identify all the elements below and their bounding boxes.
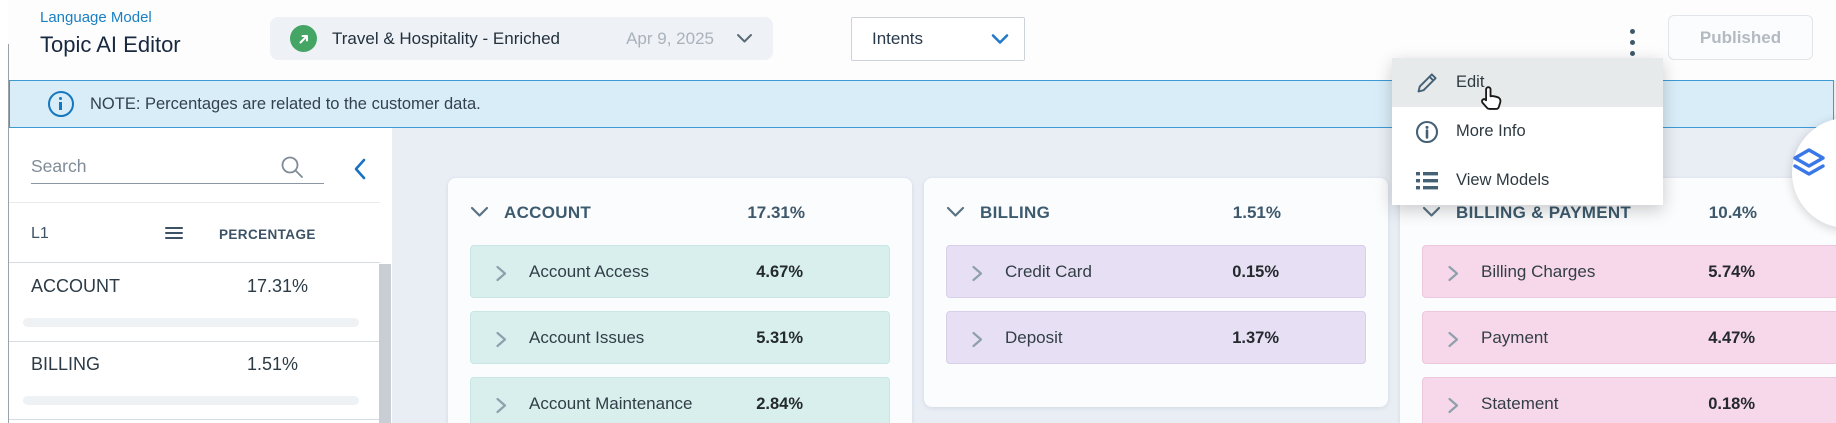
topic-percentage: 17.31% [247, 276, 309, 296]
page-title: Topic AI Editor [40, 32, 181, 57]
chevron-right-icon[interactable] [971, 265, 983, 287]
chevron-down-icon[interactable] [470, 205, 489, 223]
subtopic-percentage: 4.67% [756, 263, 803, 281]
model-selector[interactable]: Travel & Hospitality - Enriched Apr 9, 2… [270, 17, 773, 60]
subtopic-list: Account Access 4.67% Account Issues 5.31% Ac… [470, 245, 890, 423]
more-options-kebab-icon[interactable] [1618, 19, 1646, 65]
subtopic-label: Credit Card [1005, 262, 1092, 281]
column-header-percentage[interactable]: PERCENTAGE [219, 227, 316, 242]
sidebar-topic-row[interactable]: BILLING 1.51% [9, 342, 380, 420]
topic-card-title: BILLING [980, 203, 1051, 222]
kebab-context-menu: Edit More Info View Models [1392, 58, 1663, 205]
subtopic-percentage: 5.74% [1708, 263, 1755, 281]
chevron-right-icon[interactable] [495, 397, 507, 419]
sidebar-scrollbar[interactable] [379, 264, 391, 423]
subtopic-row[interactable]: Statement 0.18% [1422, 377, 1836, 423]
subtopic-label: Account Maintenance [529, 394, 693, 413]
subtopic-percentage: 2.84% [756, 395, 803, 413]
topic-card-title: ACCOUNT [504, 203, 592, 222]
chevron-right-icon[interactable] [495, 265, 507, 287]
subtopic-percentage: 0.15% [1232, 263, 1279, 281]
chevron-down-icon [736, 33, 753, 44]
subtopic-row[interactable]: Payment 4.47% [1422, 311, 1836, 364]
chevron-down-icon [991, 33, 1009, 45]
chevron-right-icon[interactable] [1447, 331, 1459, 353]
subtopic-row[interactable]: Account Maintenance 2.84% [470, 377, 890, 423]
topic-label: BILLING [31, 354, 101, 374]
topic-card-percentage: 17.31% [747, 203, 805, 222]
chevron-down-icon[interactable] [946, 205, 965, 223]
sidebar-table-header: L1 PERCENTAGE [9, 202, 380, 263]
topic-card-title: BILLING & PAYMENT [1456, 203, 1632, 222]
subtopic-label: Billing Charges [1481, 262, 1596, 281]
topic-card: ACCOUNT 17.31% Account Access 4.67% Account … [448, 178, 912, 423]
menu-item-label: View Models [1456, 171, 1550, 189]
progress-bar [23, 396, 359, 405]
intents-dropdown[interactable]: Intents [851, 17, 1025, 61]
subtopic-percentage: 5.31% [756, 329, 803, 347]
chevron-right-icon[interactable] [971, 331, 983, 353]
subtopic-row[interactable]: Account Access 4.67% [470, 245, 890, 298]
topic-card-header[interactable]: BILLING 1.51% [924, 178, 1388, 245]
search-icon[interactable] [279, 154, 305, 185]
model-name: Travel & Hospitality - Enriched [332, 28, 561, 48]
progress-bar [23, 318, 359, 327]
info-icon [48, 91, 74, 117]
subtopic-label: Statement [1481, 394, 1559, 413]
subtopic-label: Account Issues [529, 328, 645, 347]
subtopic-percentage: 0.18% [1708, 395, 1755, 413]
topic-card-header[interactable]: BILLING & PAYMENT 10.4% [1400, 178, 1836, 245]
subtopic-percentage: 1.37% [1232, 329, 1279, 347]
chevron-right-icon[interactable] [495, 331, 507, 353]
collapse-sidebar-chevron-left-icon[interactable] [352, 156, 368, 187]
topic-card-percentage: 1.51% [1232, 203, 1281, 222]
topic-card-percentage: 10.4% [1708, 203, 1757, 222]
chevron-down-icon[interactable] [1422, 205, 1441, 223]
subtopic-row[interactable]: Billing Charges 5.74% [1422, 245, 1836, 298]
chevron-right-icon[interactable] [1447, 397, 1459, 419]
app-header: Language Model Topic AI Editor Travel & … [0, 0, 1836, 80]
left-edge-strip [0, 0, 8, 423]
menu-sort-icon[interactable] [164, 225, 184, 246]
subtopic-label: Account Access [529, 262, 650, 281]
panel-divider [8, 44, 9, 423]
list-icon [1414, 169, 1440, 193]
topic-percentage: 1.51% [247, 354, 299, 374]
note-text: NOTE: Percentages are related to the cus… [90, 94, 481, 113]
published-button[interactable]: Published [1668, 15, 1813, 60]
subtopic-percentage: 4.47% [1708, 329, 1755, 347]
subtopic-list: Credit Card 0.15% Deposit 1.37% [946, 245, 1366, 377]
search-input[interactable] [31, 150, 324, 184]
info-icon [1414, 119, 1440, 145]
sidebar-topic-list: ACCOUNT 17.31% BILLING 1.51% [9, 264, 380, 420]
subtopic-row[interactable]: Account Issues 5.31% [470, 311, 890, 364]
model-date: Apr 9, 2025 [626, 28, 714, 48]
topic-label: ACCOUNT [31, 276, 120, 296]
pencil-icon [1414, 70, 1440, 96]
breadcrumb[interactable]: Language Model [40, 9, 152, 26]
subtopic-list: Billing Charges 5.74% Payment 4.47% Statemen… [1422, 245, 1836, 423]
subtopic-label: Deposit [1005, 328, 1063, 347]
menu-item-view-models[interactable]: View Models [1392, 156, 1663, 205]
sidebar-topic-row[interactable]: ACCOUNT 17.31% [9, 264, 380, 342]
model-status-icon [290, 25, 317, 52]
menu-item-edit[interactable]: Edit [1392, 58, 1663, 107]
subtopic-row[interactable]: Credit Card 0.15% [946, 245, 1366, 298]
topic-card-header[interactable]: ACCOUNT 17.31% [448, 178, 912, 245]
menu-item-more-info[interactable]: More Info [1392, 107, 1663, 156]
intents-dropdown-value: Intents [872, 29, 924, 48]
layers-icon [1789, 146, 1829, 189]
topics-sidebar: L1 PERCENTAGE ACCOUNT 17.31% BILLING 1.51% [9, 128, 392, 423]
menu-item-label: Edit [1456, 73, 1485, 91]
topic-card: BILLING 1.51% Credit Card 0.15% Deposit 1.37% [924, 178, 1388, 407]
column-header-l1[interactable]: L1 [31, 225, 49, 242]
subtopic-label: Payment [1481, 328, 1549, 347]
subtopic-row[interactable]: Deposit 1.37% [946, 311, 1366, 364]
menu-item-label: More Info [1456, 122, 1526, 140]
topic-card: BILLING & PAYMENT 10.4% Billing Charges 5.7… [1400, 178, 1836, 423]
chevron-right-icon[interactable] [1447, 265, 1459, 287]
